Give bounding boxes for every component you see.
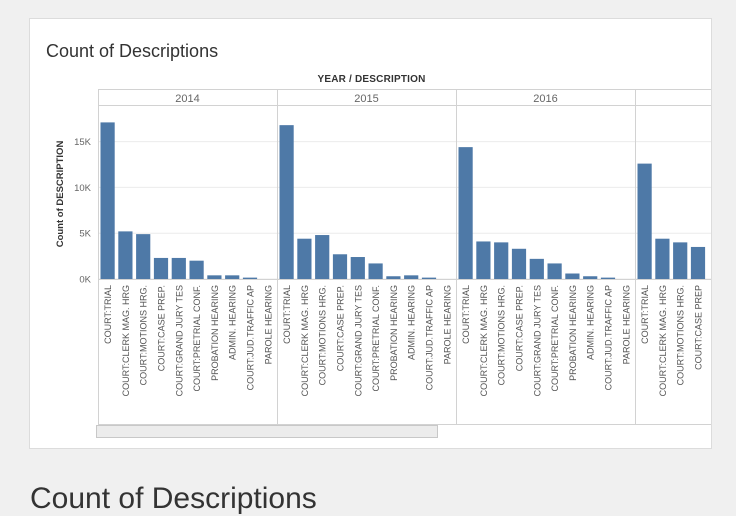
x-tick-label: COURT:CASE PREP. bbox=[157, 285, 167, 371]
x-tick-label: COURT:JUD.TRAFFIC AP bbox=[604, 285, 614, 390]
x-tick-label: COURT:TRIAL bbox=[282, 285, 292, 344]
bar-chart[interactable]: Count of DESCRIPTION 0K 5K 10K 15K 2014 COURT:… bbox=[30, 19, 712, 449]
x-tick-label: PROBATION HEARING bbox=[568, 285, 578, 381]
x-tick-label: COURT:PRETRIAL CONF. bbox=[192, 285, 202, 392]
x-tick-label: ADMIN. HEARING bbox=[586, 285, 596, 360]
x-tick-label: COURT:CLERK MAG. HRG bbox=[300, 285, 310, 396]
column-header-title: YEAR / DESCRIPTION bbox=[317, 74, 426, 85]
bar[interactable] bbox=[100, 122, 115, 280]
x-tick-label: COURT:JUD.TRAFFIC AP bbox=[425, 285, 435, 390]
bar[interactable] bbox=[368, 263, 383, 279]
chart-card: Count of Descriptions YEAR / DESCRIPTION… bbox=[29, 18, 712, 449]
x-tick-label: COURT:CLERK MAG. HRG bbox=[121, 285, 131, 396]
x-tick-label: COURT:MOTIONS HRG. bbox=[497, 285, 507, 385]
bar[interactable] bbox=[136, 234, 151, 279]
x-tick-label: COURT:JUD.TRAFFIC AP bbox=[246, 285, 256, 390]
x-tick-label: PAROLE HEARING bbox=[263, 285, 273, 364]
x-tick-label: COURT:GRAND JURY TES bbox=[532, 285, 542, 396]
bar[interactable] bbox=[297, 238, 312, 279]
year-header-2016: 2016 bbox=[533, 93, 557, 105]
bar[interactable] bbox=[207, 275, 222, 279]
bar[interactable] bbox=[279, 125, 294, 279]
x-tick-label: PROBATION HEARING bbox=[389, 285, 399, 381]
x-tick-label: COURT:TRIAL bbox=[461, 285, 471, 344]
x-tick-label: COURT:PRETRIAL CONF. bbox=[550, 285, 560, 392]
bar[interactable] bbox=[494, 242, 509, 279]
bar[interactable] bbox=[565, 273, 580, 279]
bar[interactable] bbox=[350, 257, 365, 279]
x-tick-label: COURT:MOTIONS HRG. bbox=[676, 285, 686, 385]
x-tick-label: COURT:PRETRIAL CONF. bbox=[371, 285, 381, 392]
x-tick-label: COURT:GRAND JURY TES bbox=[353, 285, 363, 396]
x-tick-label: COURT:CLERK MAG. HRG bbox=[658, 285, 668, 396]
chart-title: Count of Descriptions bbox=[46, 41, 219, 61]
bar[interactable] bbox=[583, 276, 598, 279]
x-tick-label: PROBATION HEARING bbox=[210, 285, 220, 381]
bar[interactable] bbox=[404, 275, 419, 279]
y-tick-label: 10K bbox=[74, 183, 92, 194]
bar[interactable] bbox=[332, 254, 348, 279]
x-tick-label: COURT:TRIAL bbox=[640, 285, 650, 344]
x-tick-label: COURT:CASE PREP bbox=[694, 285, 704, 370]
bar[interactable] bbox=[476, 241, 491, 279]
x-tick-label: COURT:CLERK MAG. HRG bbox=[479, 285, 489, 396]
bar[interactable] bbox=[511, 248, 527, 279]
bar[interactable] bbox=[655, 238, 670, 279]
x-tick-label: COURT:CASE PREP. bbox=[515, 285, 525, 371]
x-tick-label: ADMIN. HEARING bbox=[228, 285, 238, 360]
bar[interactable] bbox=[673, 242, 688, 279]
bar[interactable] bbox=[118, 231, 133, 279]
year-header-2014: 2014 bbox=[175, 93, 199, 105]
y-tick-label: 5K bbox=[79, 229, 91, 240]
bar[interactable] bbox=[600, 277, 616, 279]
bar[interactable] bbox=[189, 260, 204, 279]
x-tick-label: ADMIN. HEARING bbox=[407, 285, 417, 360]
x-tick-label: COURT:CASE PREP. bbox=[336, 285, 346, 371]
bar[interactable] bbox=[529, 258, 544, 279]
bar[interactable] bbox=[171, 257, 186, 279]
y-tick-label: 0K bbox=[79, 275, 91, 286]
bar[interactable] bbox=[225, 275, 240, 279]
bar[interactable] bbox=[315, 235, 330, 279]
y-axis-title: Count of DESCRIPTION bbox=[55, 141, 66, 248]
page-caption: Count of Descriptions bbox=[30, 482, 317, 516]
bar[interactable] bbox=[458, 147, 473, 279]
bar[interactable] bbox=[637, 163, 652, 279]
bar[interactable] bbox=[153, 257, 169, 279]
year-header-2015: 2015 bbox=[354, 93, 378, 105]
x-tick-label: COURT:MOTIONS HRG. bbox=[139, 285, 149, 385]
x-tick-label: PAROLE HEARING bbox=[442, 285, 452, 364]
x-tick-label: PAROLE HEARING bbox=[621, 285, 631, 364]
bar[interactable] bbox=[690, 246, 706, 279]
bar[interactable] bbox=[386, 276, 401, 279]
bar[interactable] bbox=[242, 277, 258, 279]
bar[interactable] bbox=[421, 277, 437, 279]
x-tick-label: COURT:GRAND JURY TES bbox=[174, 285, 184, 396]
x-tick-label: COURT:MOTIONS HRG. bbox=[318, 285, 328, 385]
horizontal-scrollbar[interactable] bbox=[96, 425, 438, 438]
y-tick-label: 15K bbox=[74, 137, 92, 148]
x-tick-label: COURT:TRIAL bbox=[103, 285, 113, 344]
bar[interactable] bbox=[547, 263, 562, 279]
